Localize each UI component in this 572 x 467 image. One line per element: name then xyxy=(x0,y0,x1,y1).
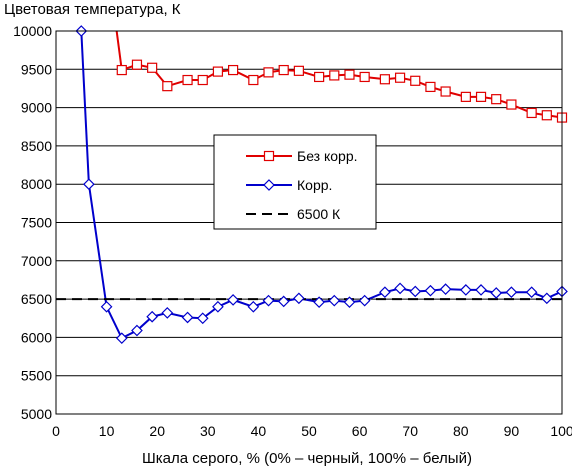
data-point xyxy=(440,86,451,97)
data-point xyxy=(293,292,305,305)
data-point xyxy=(197,74,208,86)
data-point xyxy=(83,178,95,191)
x-tick-label: 70 xyxy=(402,423,418,439)
y-axis-title: Цветовая температура, К xyxy=(4,1,181,18)
data-point xyxy=(475,91,487,102)
data-point xyxy=(379,286,391,299)
legend: Без корр. Корр. 6500 К xyxy=(213,134,377,230)
data-point xyxy=(314,71,325,83)
data-point xyxy=(329,70,340,81)
legend-label: Корр. xyxy=(297,177,332,193)
data-point xyxy=(424,284,437,297)
data-point xyxy=(490,287,503,299)
data-point xyxy=(460,284,472,296)
y-tick-label: 7500 xyxy=(21,215,52,231)
data-point xyxy=(263,67,274,78)
data-point xyxy=(146,310,158,323)
x-tick-label: 30 xyxy=(200,423,216,439)
data-point xyxy=(343,296,356,309)
data-point xyxy=(313,296,325,309)
data-point xyxy=(439,283,452,295)
legend-label: Без корр. xyxy=(297,148,358,164)
data-point xyxy=(425,81,436,93)
y-tick-label: 5500 xyxy=(21,368,52,384)
x-tick-label: 40 xyxy=(251,423,267,439)
data-point xyxy=(100,300,113,313)
plot-frame xyxy=(55,30,563,415)
y-tick-label: 6000 xyxy=(21,329,52,345)
data-point xyxy=(277,295,290,308)
x-tick-label: 60 xyxy=(352,423,368,439)
x-axis-title: Шкала серого, % (0% – черный, 100% – бел… xyxy=(142,450,472,467)
legend-swatch-marker xyxy=(263,179,275,191)
data-point xyxy=(247,300,260,313)
x-tick-label: 10 xyxy=(99,423,115,439)
data-point xyxy=(262,294,275,307)
data-point xyxy=(115,332,128,345)
x-tick-label: 100 xyxy=(550,423,572,439)
x-tick-label: 90 xyxy=(504,423,520,439)
y-tick-label: 9500 xyxy=(21,61,52,77)
data-point xyxy=(228,64,239,76)
data-point xyxy=(506,99,517,110)
x-tick-label: 50 xyxy=(301,423,317,439)
x-tick-label: 20 xyxy=(149,423,165,439)
y-ticks: 5000 5500 6000 6500 7000 7500 8000 8500 9000 9500… xyxy=(13,23,52,422)
data-point xyxy=(227,294,239,306)
y-tick-label: 10000 xyxy=(13,23,52,39)
data-point xyxy=(162,81,173,92)
data-point xyxy=(541,110,552,121)
data-point xyxy=(540,292,553,305)
data-point xyxy=(116,64,127,76)
data-point xyxy=(344,69,355,80)
data-point xyxy=(161,307,174,319)
data-point xyxy=(379,74,390,85)
y-tick-label: 6500 xyxy=(21,291,52,307)
y-tick-label: 9000 xyxy=(21,100,52,116)
data-point xyxy=(212,300,224,313)
data-point xyxy=(475,284,487,296)
data-point xyxy=(182,74,193,86)
y-tick-label: 7000 xyxy=(21,253,52,269)
data-point xyxy=(212,66,224,77)
data-point xyxy=(460,91,471,102)
x-tick-label: 80 xyxy=(453,423,469,439)
legend-label: 6500 К xyxy=(297,206,341,222)
data-point xyxy=(278,64,289,76)
data-point xyxy=(196,312,209,325)
data-point xyxy=(147,62,158,73)
data-point xyxy=(131,59,143,70)
data-point xyxy=(328,294,341,307)
data-point xyxy=(131,324,143,337)
legend-box xyxy=(213,134,377,230)
data-point xyxy=(491,94,502,105)
x-tick-label: 0 xyxy=(52,423,60,439)
data-point xyxy=(410,75,421,86)
data-point xyxy=(525,286,538,299)
data-point xyxy=(181,311,194,324)
data-point xyxy=(248,74,259,86)
data-point xyxy=(359,71,370,83)
data-point xyxy=(394,72,406,83)
data-point xyxy=(394,282,406,295)
y-tick-label: 8500 xyxy=(21,138,52,154)
data-point xyxy=(358,294,371,307)
data-point xyxy=(293,65,304,76)
data-point xyxy=(526,107,537,119)
data-point xyxy=(409,285,422,298)
legend-swatch-marker xyxy=(263,150,275,162)
y-tick-label: 5000 xyxy=(21,406,52,422)
x-ticks: 0 10 20 30 40 50 60 70 80 90 100 xyxy=(52,423,572,439)
data-point xyxy=(505,286,518,299)
y-tick-label: 8000 xyxy=(21,176,52,192)
